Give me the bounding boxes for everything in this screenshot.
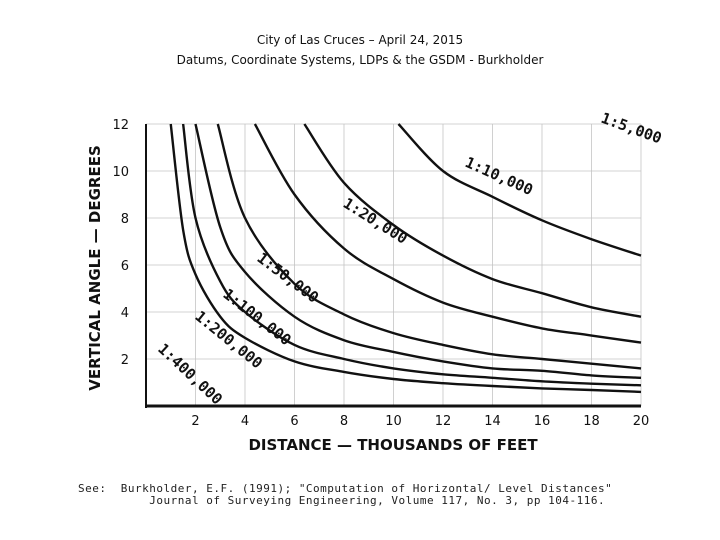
curve-label: 1:20,000 <box>340 194 411 248</box>
curve-label: 1:400,000 <box>154 340 226 409</box>
x-tick-label: 2 <box>191 414 199 429</box>
title-line-2: Datums, Coordinate Systems, LDPs & the G… <box>176 53 544 67</box>
y-tick-label: 4 <box>121 306 129 321</box>
x-axis-title: DISTANCE — THOUSANDS OF FEET <box>248 436 538 454</box>
y-tick-label: 12 <box>112 118 129 133</box>
x-tick-label: 20 <box>633 414 650 429</box>
y-tick-label: 2 <box>121 353 129 368</box>
y-tick-label: 6 <box>121 259 129 274</box>
curve-120000 <box>253 123 642 344</box>
citation-prefix: See: <box>78 482 107 495</box>
curve-label: 1:50,000 <box>254 249 323 307</box>
slide-title: City of Las Cruces – April 24, 2015 Datu… <box>0 30 720 70</box>
curve-150000 <box>216 123 642 370</box>
citation-line-2: Journal of Surveying Engineering, Volume… <box>149 494 606 507</box>
grid <box>146 123 642 406</box>
y-tick-label: 10 <box>112 165 129 180</box>
x-tick-label: 14 <box>484 414 501 429</box>
x-tick-label: 10 <box>385 414 402 429</box>
y-axis-title: VERTICAL ANGLE — DEGREES <box>86 145 104 391</box>
citation: See: Burkholder, E.F. (1991); "Computati… <box>78 483 612 507</box>
x-tick-label: 6 <box>290 414 298 429</box>
curves <box>169 123 642 394</box>
citation-line-1: Burkholder, E.F. (1991); "Computation of… <box>120 482 613 495</box>
x-tick-label: 8 <box>340 414 348 429</box>
x-tick-label: 18 <box>583 414 600 429</box>
curve-label: 1:10,000 <box>462 153 535 199</box>
x-tick-label: 16 <box>534 414 551 429</box>
title-line-1: City of Las Cruces – April 24, 2015 <box>256 33 464 47</box>
y-tick-label: 8 <box>121 212 129 227</box>
curve-1100000 <box>194 123 642 379</box>
x-tick-label: 12 <box>435 414 452 429</box>
curve-15000 <box>397 123 642 257</box>
curve-1200000 <box>181 123 642 387</box>
x-tick-label: 4 <box>241 414 249 429</box>
axes: 2 4 6 8 10 12 14 16 18 20 2 4 6 8 10 12 <box>112 118 649 429</box>
curve-110000 <box>303 123 642 318</box>
curve-label: 1:5,000 <box>599 109 665 148</box>
curve-1400000 <box>169 123 642 394</box>
